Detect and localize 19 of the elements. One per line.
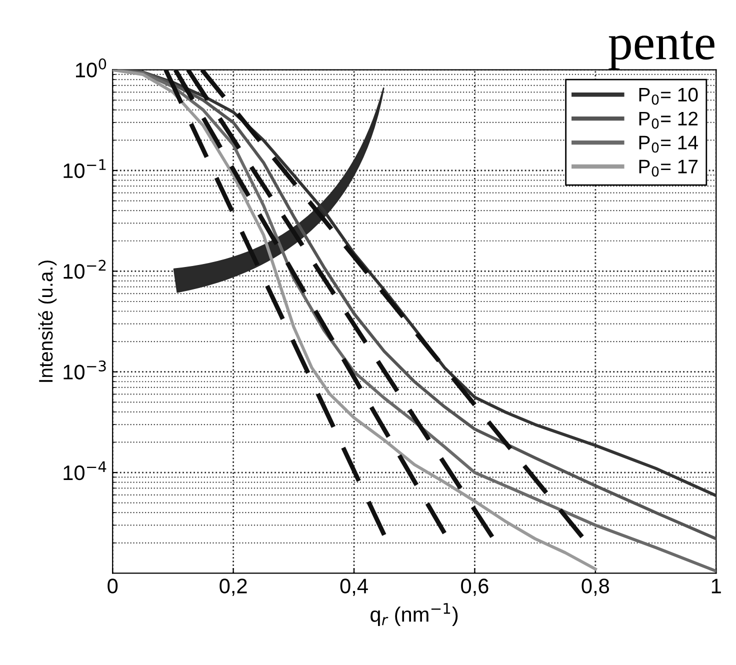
y-tick-label: 10$^{−3}$ [64,360,106,380]
y-axis-title: Intensité (u.a.) [38,260,57,382]
x-tick-label: 0,6 [461,578,488,596]
x-tick-label: 1 [712,578,721,594]
y-tick-label: 10$^{−4}$ [64,461,106,480]
y-tick-label: 10$^{−2}$ [64,260,106,279]
x-tick-label: 0,4 [340,578,368,596]
chart-title: pente [608,31,714,70]
legend-label: P$_{0}$= 10 [639,88,698,105]
line-series [112,70,597,571]
x-tick-label: 0,8 [582,578,609,596]
x-tick-label: 0 [108,578,118,594]
x-tick-label: 0,2 [220,578,247,596]
legend-label: P$_{0}$= 12 [639,112,698,129]
y-tick-label: 10$^{−1}$ [64,159,106,178]
legend-label: P$_{0}$= 14 [639,136,698,153]
x-axis-title: q$_{r}$ (nm$^{−1}$) [370,603,458,626]
y-tick-label: 10$^{0}$ [76,58,106,78]
legend-label: P$_{0}$= 17 [639,160,698,177]
